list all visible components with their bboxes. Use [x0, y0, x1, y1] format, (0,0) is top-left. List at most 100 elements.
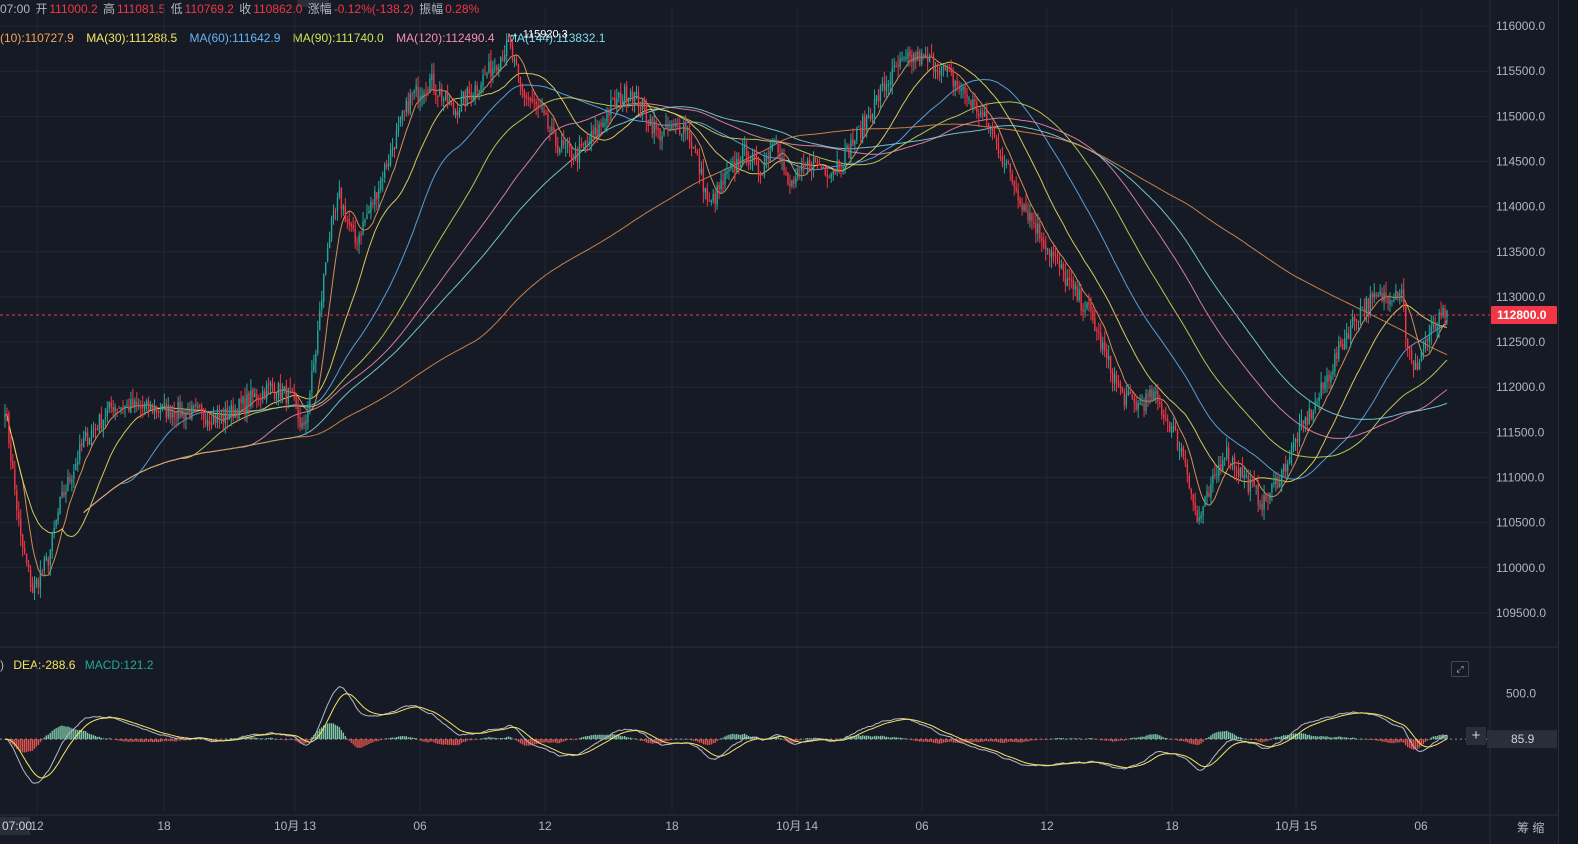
macd-histogram-bar — [1290, 733, 1293, 740]
candle-body — [1206, 491, 1208, 497]
macd-histogram-bar — [1052, 738, 1055, 740]
expand-pane-icon[interactable]: ⤢ — [1451, 661, 1469, 677]
macd-histogram-bar — [785, 739, 787, 742]
macd-histogram-bar — [923, 739, 925, 742]
macd-histogram-bar — [448, 739, 451, 745]
candle-body — [423, 93, 425, 96]
macd-histogram-bar — [629, 737, 632, 740]
candle-body — [305, 420, 307, 425]
macd-histogram-bar — [517, 739, 520, 742]
candle-body — [446, 92, 449, 106]
macd-histogram-bar — [14, 739, 16, 747]
candle-body — [1316, 402, 1318, 404]
macd-histogram-bar — [696, 739, 699, 742]
current-price-label: 112800.0 — [1497, 308, 1547, 322]
add-alert-plus-icon[interactable]: + — [1466, 727, 1486, 745]
candle-body — [1410, 350, 1413, 359]
macd-histogram-bar — [476, 739, 478, 740]
candle-body — [374, 191, 376, 205]
candle-body — [1231, 458, 1234, 463]
candle-body — [860, 128, 862, 138]
bar-time: 07:00 — [0, 2, 31, 16]
candle-body — [1143, 404, 1145, 411]
macd-histogram-bar — [458, 739, 461, 745]
candle-body — [1304, 418, 1307, 425]
macd-histogram-bar — [496, 738, 498, 740]
candle-body — [126, 404, 128, 406]
candle-body — [281, 389, 284, 399]
candle-body — [539, 105, 541, 108]
candle-body — [1227, 447, 1230, 464]
candle-body — [299, 417, 301, 427]
candle-body — [747, 161, 750, 165]
macd-histogram-bar — [401, 736, 404, 740]
macd-histogram-bar — [793, 739, 795, 743]
macd-histogram-bar — [909, 739, 911, 740]
macd-histogram-bar — [1088, 738, 1090, 740]
candle-body — [350, 223, 352, 227]
ma144-line — [83, 106, 1448, 514]
ma10-legend[interactable]: (10):110727.9 — [0, 31, 74, 45]
macd-histogram-bar — [551, 739, 553, 743]
candle-body — [413, 90, 415, 93]
candle-body — [993, 132, 996, 137]
candle-body — [1084, 310, 1086, 312]
candle-body — [248, 392, 250, 407]
macd-histogram-bar — [759, 739, 762, 740]
candle-body — [1035, 223, 1037, 235]
candle-body — [1078, 289, 1080, 301]
active-timeframe-tab[interactable] — [297, 0, 329, 7]
candle-body — [1003, 164, 1006, 166]
bottom-right-controls[interactable]: 筹 缩 — [1517, 821, 1545, 835]
candle-body — [195, 404, 197, 407]
candle-body — [41, 570, 44, 572]
macd-histogram-bar — [63, 726, 65, 740]
candle-body — [1336, 352, 1338, 359]
candle-body — [1324, 381, 1326, 390]
ma144-legend[interactable]: MA(144):113832.1 — [506, 31, 606, 45]
macd-histogram-bar — [1224, 731, 1226, 740]
candle-body — [167, 404, 169, 417]
macd-histogram-bar — [1015, 739, 1017, 743]
macd-histogram-bar — [191, 739, 193, 740]
macd-histogram-bar — [73, 729, 75, 740]
candle-body — [653, 122, 655, 134]
candle-body — [132, 398, 134, 408]
candle-body — [1052, 251, 1055, 256]
candle-body — [1218, 464, 1220, 477]
macd-histogram-bar — [625, 737, 628, 740]
macd-histogram-bar — [744, 733, 746, 740]
candle-body — [472, 94, 474, 100]
macd-histogram-bar — [1155, 734, 1157, 740]
candle-body — [1155, 391, 1157, 394]
candle-body — [145, 400, 148, 405]
candle-body — [1344, 337, 1346, 349]
low-label: 低 — [170, 2, 183, 16]
macd-histogram-bar — [90, 734, 93, 740]
macd-histogram-bar — [285, 739, 287, 741]
candle-body — [82, 437, 85, 448]
ma90-legend[interactable]: MA(90):111740.0 — [292, 31, 384, 45]
candle-body — [500, 57, 502, 69]
ma120-legend[interactable]: MA(120):112490.4 — [396, 31, 495, 45]
candle-body — [149, 404, 152, 410]
candle-body — [439, 90, 441, 95]
candle-body — [165, 404, 167, 418]
candle-body — [106, 409, 108, 417]
candle-body — [277, 382, 280, 397]
macd-histogram-bar — [104, 738, 107, 740]
candle-body — [1098, 331, 1100, 333]
macd-histogram-bar — [354, 739, 356, 747]
candle-body — [1363, 307, 1366, 313]
ma30-legend[interactable]: MA(30):111288.5 — [86, 31, 178, 45]
macd-histogram-bar — [1320, 735, 1322, 740]
macd-histogram-bar — [437, 739, 439, 744]
macd-histogram-bar — [940, 739, 943, 744]
macd-histogram-bar — [966, 739, 968, 743]
macd-histogram-bar — [901, 737, 903, 740]
ma240-line — [83, 123, 1448, 514]
ma60-legend[interactable]: MA(60):111642.9 — [189, 31, 281, 45]
candle-body — [289, 388, 291, 390]
candle-body — [100, 414, 103, 429]
